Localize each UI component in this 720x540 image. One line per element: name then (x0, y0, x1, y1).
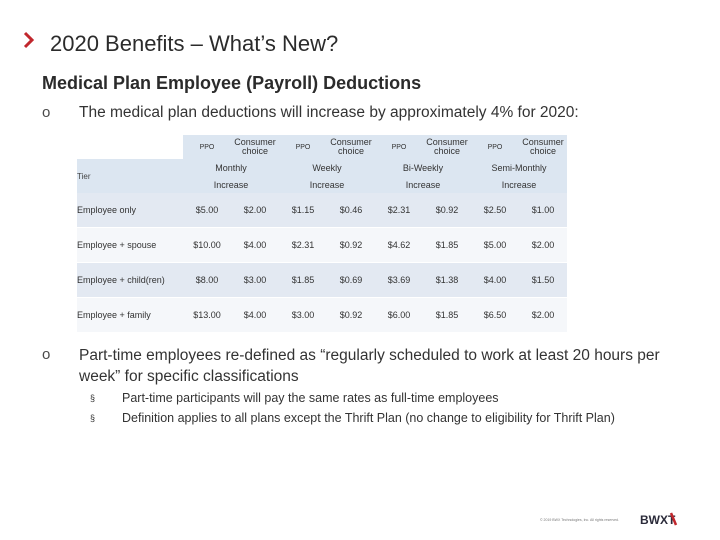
rate-cell: $1.15 (279, 193, 327, 228)
chevron-right-icon (23, 31, 35, 49)
period-header: Semi-Monthly (471, 159, 567, 176)
rate-cell: $4.00 (231, 227, 279, 263)
rate-cell: $4.00 (231, 297, 279, 333)
rate-cell: $2.31 (375, 193, 423, 228)
table-row: Employee + family $13.00 $4.00 $3.00 $0.… (77, 297, 567, 333)
sub-bullet-marker: § (90, 393, 96, 403)
plan-header: Consumer choice (327, 135, 375, 159)
period-header: Monthly (183, 159, 279, 176)
plan-header: PPO (183, 135, 231, 159)
plan-header: PPO (471, 135, 519, 159)
rate-cell: $6.50 (471, 297, 519, 333)
rate-cell: $3.00 (279, 297, 327, 333)
rate-cell: $1.00 (519, 193, 567, 228)
rate-cell: $2.00 (519, 297, 567, 333)
section-subtitle: Medical Plan Employee (Payroll) Deductio… (42, 73, 422, 93)
sub-bullet-marker: § (90, 413, 96, 423)
rate-cell: $6.00 (375, 297, 423, 333)
tier-label: Employee + spouse (77, 227, 183, 263)
page-title: 2020 Benefits – What’s New? (50, 31, 339, 56)
bullet-text-part-time: Part-time employees re-defined as “regul… (79, 347, 660, 385)
tier-label: Employee only (77, 193, 183, 228)
sub-bullet-rates: Part-time participants will pay the same… (122, 391, 499, 405)
rate-cell: $2.00 (519, 227, 567, 263)
rate-cell: $0.46 (327, 193, 375, 228)
plan-header: PPO (375, 135, 423, 159)
bullet-marker: o (42, 346, 51, 363)
logo-text: BWXT (640, 513, 676, 526)
rate-cell: $3.69 (375, 262, 423, 298)
rate-cell: $13.00 (183, 297, 231, 333)
tier-header: Tier (77, 159, 183, 193)
rate-cell: $2.00 (231, 193, 279, 228)
rate-cell: $0.69 (327, 262, 375, 298)
rate-cell: $1.38 (423, 262, 471, 298)
bullet-text-deductions: The medical plan deductions will increas… (79, 104, 579, 121)
table-row: Employee + child(ren) $8.00 $3.00 $1.85 … (77, 262, 567, 298)
rate-cell: $0.92 (423, 193, 471, 228)
deductions-table: PPO Consumer choice PPO Consumer choice … (77, 135, 567, 333)
increase-header: Increase (183, 176, 279, 193)
period-header: Weekly (279, 159, 375, 176)
rate-cell: $3.00 (231, 262, 279, 298)
table-row: Employee only $5.00 $2.00 $1.15 $0.46 $2… (77, 193, 567, 228)
tier-label: Employee + child(ren) (77, 262, 183, 298)
copyright-text: © 2019 BWX Technologies, Inc. All rights… (540, 518, 619, 522)
rate-cell: $1.85 (279, 262, 327, 298)
rate-cell: $5.00 (471, 227, 519, 263)
sub-bullet-definition: Definition applies to all plans except t… (122, 411, 615, 425)
tier-header-blank (77, 135, 183, 159)
plan-header: Consumer choice (423, 135, 471, 159)
rate-cell: $0.92 (327, 297, 375, 333)
increase-header: Increase (375, 176, 471, 193)
tier-label: Employee + family (77, 297, 183, 333)
rate-cell: $1.85 (423, 297, 471, 333)
rate-cell: $1.85 (423, 227, 471, 263)
bullet-marker: o (42, 104, 51, 121)
rate-cell: $4.62 (375, 227, 423, 263)
plan-header: Consumer choice (231, 135, 279, 159)
plan-header: Consumer choice (519, 135, 567, 159)
bwxt-logo: BWXT (640, 512, 678, 526)
period-header: Bi-Weekly (375, 159, 471, 176)
rate-cell: $0.92 (327, 227, 375, 263)
rate-cell: $2.31 (279, 227, 327, 263)
plan-header: PPO (279, 135, 327, 159)
increase-header: Increase (471, 176, 567, 193)
rate-cell: $2.50 (471, 193, 519, 228)
rate-cell: $8.00 (183, 262, 231, 298)
table-row: Employee + spouse $10.00 $4.00 $2.31 $0.… (77, 227, 567, 263)
rate-cell: $4.00 (471, 262, 519, 298)
rate-cell: $10.00 (183, 227, 231, 263)
rate-cell: $1.50 (519, 262, 567, 298)
increase-header: Increase (279, 176, 375, 193)
rate-cell: $5.00 (183, 193, 231, 228)
